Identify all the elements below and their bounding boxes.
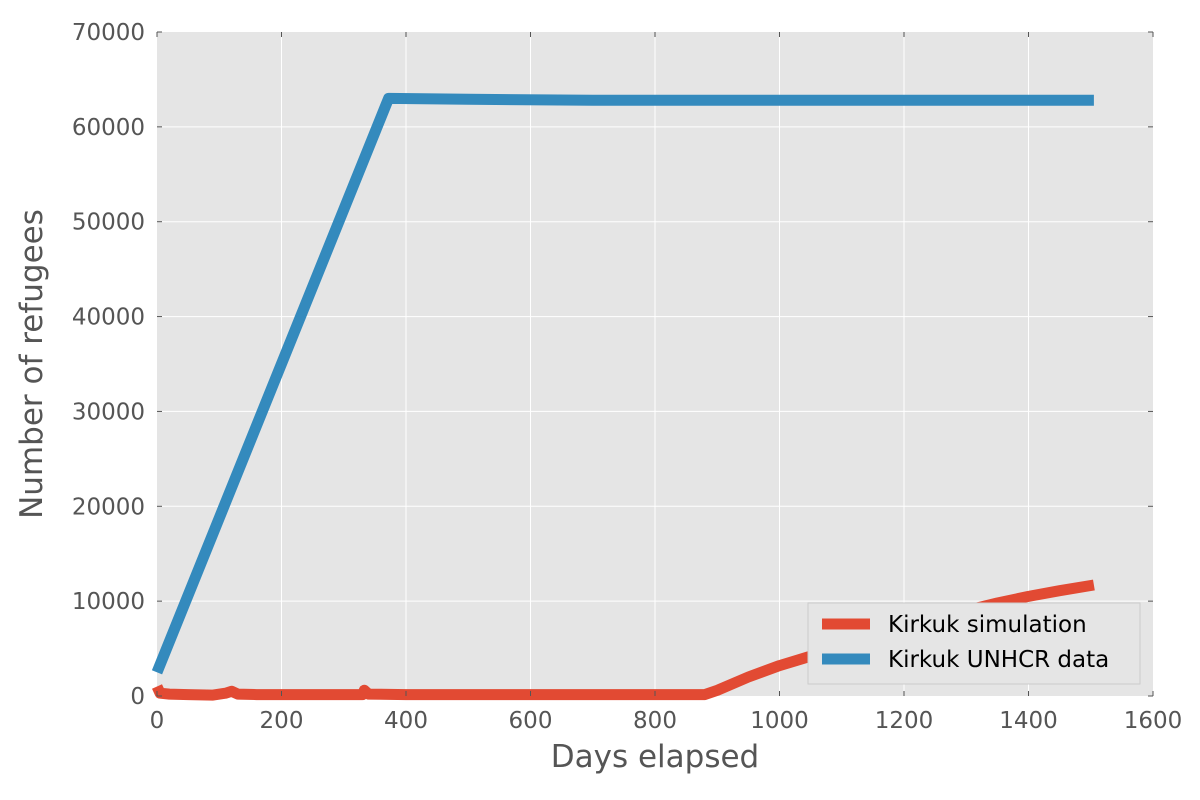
y-axis-label: Number of refugees bbox=[14, 209, 50, 519]
y-tick-label: 40000 bbox=[72, 305, 145, 331]
x-tick-label: 1200 bbox=[875, 708, 934, 734]
y-tick-labels: 0 10000 20000 30000 40000 50000 60000 70000 bbox=[72, 20, 145, 710]
x-tick-label: 1400 bbox=[999, 708, 1058, 734]
grid-lines bbox=[157, 32, 1153, 696]
legend-label-kirkuk-unhcr-data: Kirkuk UNHCR data bbox=[888, 647, 1109, 673]
legend-label-kirkuk-simulation: Kirkuk simulation bbox=[888, 612, 1087, 638]
x-axis-label: Days elapsed bbox=[551, 739, 759, 775]
series-line-kirkuk-unhcr-data bbox=[151, 92, 1094, 675]
x-tick-label: 800 bbox=[633, 708, 677, 734]
x-tick-label: 400 bbox=[384, 708, 428, 734]
legend: Kirkuk simulation Kirkuk UNHCR data bbox=[807, 602, 1141, 685]
x-tick-label: 1000 bbox=[750, 708, 809, 734]
x-tick-label: 600 bbox=[509, 708, 553, 734]
y-tick-label: 0 bbox=[130, 684, 145, 710]
x-tick-label: 0 bbox=[150, 708, 165, 734]
axis-ticks bbox=[156, 31, 1154, 697]
y-tick-label: 60000 bbox=[72, 115, 145, 141]
y-tick-label: 50000 bbox=[72, 210, 145, 236]
x-tick-label: 1600 bbox=[1124, 708, 1183, 734]
legend-box bbox=[807, 602, 1141, 685]
y-tick-label: 70000 bbox=[72, 20, 145, 46]
y-tick-label: 20000 bbox=[72, 494, 145, 520]
x-tick-label: 200 bbox=[260, 708, 304, 734]
x-tick-labels: 0 200 400 600 800 1000 1200 1400 1600 bbox=[150, 708, 1183, 734]
y-tick-label: 30000 bbox=[72, 399, 145, 425]
y-tick-label: 10000 bbox=[72, 589, 145, 615]
